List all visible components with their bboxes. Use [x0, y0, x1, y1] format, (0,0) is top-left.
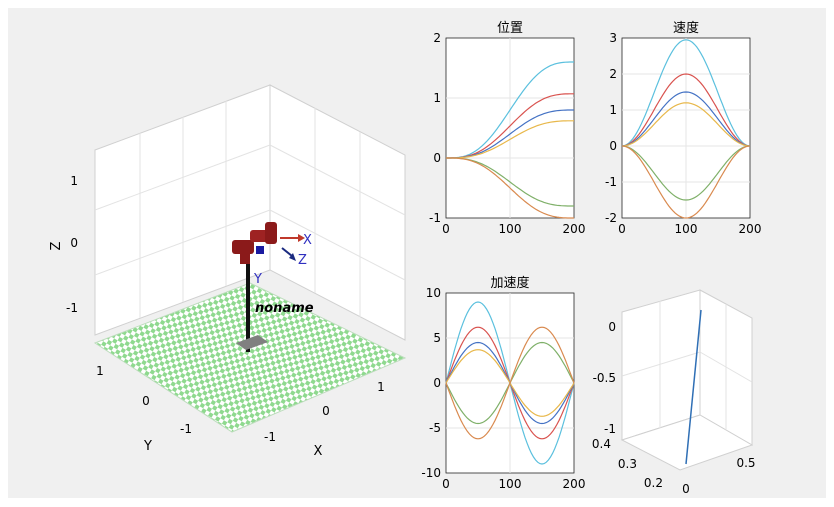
x-tick-0: 0 [322, 404, 330, 418]
z-axis-label: Z [49, 241, 64, 250]
robot-arm [232, 222, 277, 264]
z-tick-neg1: -1 [66, 301, 78, 315]
position-x-tick-1: 100 [499, 222, 522, 236]
velocity-chart-title: 速度 [673, 20, 699, 36]
velocity-series-4 [621, 145, 751, 201]
velocity-chart[interactable]: 0 100 200 3 2 1 0 -1 -2 速度 [605, 20, 761, 236]
velocity-series-1 [621, 73, 751, 147]
velocity-y-tick-4: -1 [605, 175, 617, 189]
y-axis-label: Y [143, 439, 152, 454]
position-x-tick-2: 200 [563, 222, 586, 236]
robot-3d-view[interactable]: X Z Y noname 1 0 -1 Z 1 0 -1 Y -1 0 1 X [49, 84, 407, 459]
traj-floor [620, 414, 754, 471]
traj-y-tick-03: 0.3 [618, 457, 637, 471]
acceleration-x-tick-0: 0 [442, 477, 450, 491]
tool-frame-axes [280, 234, 305, 261]
trajectory-3d-view[interactable]: 0 -0.5 -1 0.4 0.3 0.2 0 0.5 [592, 289, 756, 496]
frame-label-z: Z [298, 253, 307, 268]
traj-left-wall [621, 289, 701, 441]
traj-grid [621, 301, 753, 430]
robot-name-label: noname [255, 301, 314, 316]
velocity-series-5 [621, 145, 751, 219]
frame-label-y: Y [253, 272, 262, 287]
velocity-series-0 [621, 39, 751, 147]
position-x-tick-0: 0 [442, 222, 450, 236]
traj-x-tick-05: 0.5 [736, 456, 755, 470]
position-y-tick-0: 2 [433, 31, 441, 45]
velocity-y-tick-1: 2 [609, 67, 617, 81]
y-tick-0: 0 [142, 394, 150, 408]
acceleration-x-tick-1: 100 [499, 477, 522, 491]
velocity-series-2 [621, 91, 751, 147]
traj-z-tick-neg05: -0.5 [593, 371, 616, 385]
z-tick-1: 1 [70, 174, 78, 188]
x-tick-neg1: -1 [264, 430, 276, 444]
velocity-y-tick-5: -2 [605, 211, 617, 225]
position-series-0 [446, 61, 574, 159]
position-y-tick-2: 0 [433, 151, 441, 165]
traj-x-tick-0: 0 [682, 482, 690, 496]
checker-floor [93, 282, 407, 433]
x-axis-label: X [314, 444, 323, 459]
acceleration-series-5 [445, 326, 575, 440]
position-series-3 [446, 120, 574, 159]
z-tick-0: 0 [70, 236, 78, 250]
position-series-5 [446, 157, 574, 219]
velocity-x-tick-0: 0 [618, 222, 626, 236]
acceleration-y-tick-4: -10 [421, 466, 441, 480]
acceleration-chart-title: 加速度 [490, 275, 529, 291]
traj-z-tick-neg1: -1 [604, 422, 616, 436]
y-tick-1: 1 [96, 364, 104, 378]
velocity-x-tick-1: 100 [675, 222, 698, 236]
right-back-wall [269, 84, 406, 341]
robot-base-arrow [236, 335, 268, 350]
acceleration-x-tick-2: 200 [563, 477, 586, 491]
traj-z-tick-0: 0 [608, 320, 616, 334]
trajectory-line [685, 309, 702, 465]
position-y-tick-3: -1 [429, 211, 441, 225]
velocity-x-tick-2: 200 [739, 222, 762, 236]
position-chart-title: 位置 [497, 21, 523, 36]
frame-label-x: X [303, 233, 312, 248]
velocity-y-tick-2: 1 [609, 103, 617, 117]
position-y-tick-1: 1 [433, 91, 441, 105]
wall-grid [94, 101, 406, 318]
velocity-series-3 [621, 102, 751, 147]
traj-y-tick-02: 0.2 [644, 476, 663, 490]
acceleration-y-tick-1: 5 [433, 331, 441, 345]
velocity-y-tick-0: 3 [609, 31, 617, 45]
velocity-y-tick-3: 0 [609, 139, 617, 153]
acceleration-y-tick-0: 10 [426, 286, 441, 300]
acceleration-chart[interactable]: 0 100 200 10 5 0 -5 -10 加速度 [421, 275, 585, 491]
acceleration-y-tick-3: -5 [429, 421, 441, 435]
traj-y-tick-04: 0.4 [592, 437, 611, 451]
x-tick-1: 1 [377, 380, 385, 394]
acceleration-y-tick-2: 0 [433, 376, 441, 390]
y-tick-neg1: -1 [180, 422, 192, 436]
